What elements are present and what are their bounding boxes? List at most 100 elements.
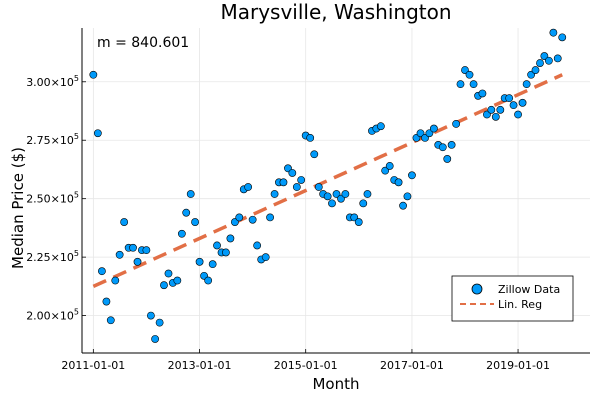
data-point (408, 171, 416, 180)
data-point (522, 80, 531, 89)
data-point (164, 269, 173, 278)
data-point (248, 215, 257, 224)
y-tick-label: 3.00×105 (26, 74, 79, 89)
axes-layer: 2011-01-01 2013-01-01 2015-01-01 2017-01-01… (26, 28, 590, 372)
slope-annotation: m = 840.601 (97, 35, 189, 51)
data-point (151, 335, 160, 343)
data-point (226, 234, 235, 243)
data-point (438, 143, 447, 152)
data-point (394, 178, 403, 187)
data-point (310, 150, 319, 159)
data-point (279, 178, 288, 187)
data-point (491, 112, 500, 121)
data-point (292, 183, 301, 191)
data-point (553, 54, 562, 63)
data-point (531, 66, 540, 74)
data-point (195, 257, 204, 266)
data-point (403, 192, 412, 201)
data-point (505, 94, 514, 103)
data-point (518, 98, 527, 107)
data-point (323, 192, 332, 201)
data-point (111, 276, 120, 285)
data-point (288, 169, 297, 177)
data-point (549, 28, 558, 37)
data-point (540, 52, 549, 60)
data-point (461, 66, 469, 74)
data-point (354, 218, 363, 226)
data-point (416, 129, 425, 138)
data-point (146, 311, 155, 320)
data-point (341, 190, 350, 198)
data-point (244, 183, 253, 191)
data-point (204, 276, 213, 285)
data-point (452, 119, 461, 128)
data-point (106, 316, 115, 325)
data-point (213, 241, 221, 250)
data-point (536, 59, 544, 67)
data-point (399, 201, 407, 210)
data-point (297, 176, 306, 184)
data-point (89, 70, 98, 79)
data-point (314, 183, 323, 191)
data-point (235, 213, 244, 222)
data-point (429, 124, 438, 133)
x-axis-label: Month (312, 375, 359, 393)
data-point (155, 318, 164, 327)
data-point (496, 105, 505, 114)
data-point (208, 260, 217, 269)
data-point (465, 70, 474, 79)
legend-box (451, 275, 574, 322)
grid-layer (82, 28, 590, 353)
data-point (191, 218, 199, 226)
legend-label-line: Lin. Reg (498, 298, 542, 311)
legend-label-scatter: Zillow Data (498, 283, 560, 296)
data-point (115, 250, 124, 259)
data-point (253, 241, 262, 250)
data-point (359, 199, 368, 208)
data-point (456, 80, 465, 89)
data-point (98, 267, 106, 276)
data-point (381, 166, 390, 175)
data-point (328, 199, 336, 208)
data-point (173, 276, 182, 285)
data-point (447, 141, 456, 149)
chart-title: Marysville, Washington (220, 0, 451, 24)
x-tick-label: 2011-01-01 (61, 359, 125, 372)
data-point (478, 89, 487, 98)
data-point (385, 162, 394, 170)
data-point (93, 129, 102, 138)
data-point (558, 33, 567, 42)
legend-marker-scatter (471, 283, 483, 295)
data-point (142, 246, 151, 255)
data-point (509, 101, 518, 110)
data-point (221, 248, 230, 257)
data-point (514, 110, 522, 119)
legend: Zillow Data Lin. Reg (451, 275, 574, 322)
data-point (266, 213, 274, 222)
data-point (443, 155, 452, 163)
y-tick-label: 2.50×105 (26, 191, 79, 206)
data-point (160, 281, 168, 290)
regression-line (92, 73, 563, 288)
x-tick-label: 2017-01-01 (380, 359, 444, 372)
data-point (350, 213, 359, 222)
data-point (376, 122, 385, 131)
data-point (102, 297, 111, 306)
x-tick-label: 2013-01-01 (168, 359, 232, 372)
data-point (363, 190, 372, 198)
y-tick-label: 2.25×105 (26, 249, 79, 264)
x-tick-label: 2019-01-01 (486, 359, 550, 372)
y-axis-label: Median Price ($) (9, 147, 27, 269)
x-tick-label: 2015-01-01 (274, 359, 338, 372)
data-point (186, 190, 195, 198)
data-point (129, 243, 137, 252)
data-point (270, 190, 279, 198)
data-point (133, 257, 142, 266)
data-point (332, 190, 341, 198)
data-point (487, 105, 496, 114)
data-point (120, 218, 129, 226)
data-point (177, 229, 186, 238)
data-point (425, 129, 434, 138)
data-point (182, 208, 191, 217)
